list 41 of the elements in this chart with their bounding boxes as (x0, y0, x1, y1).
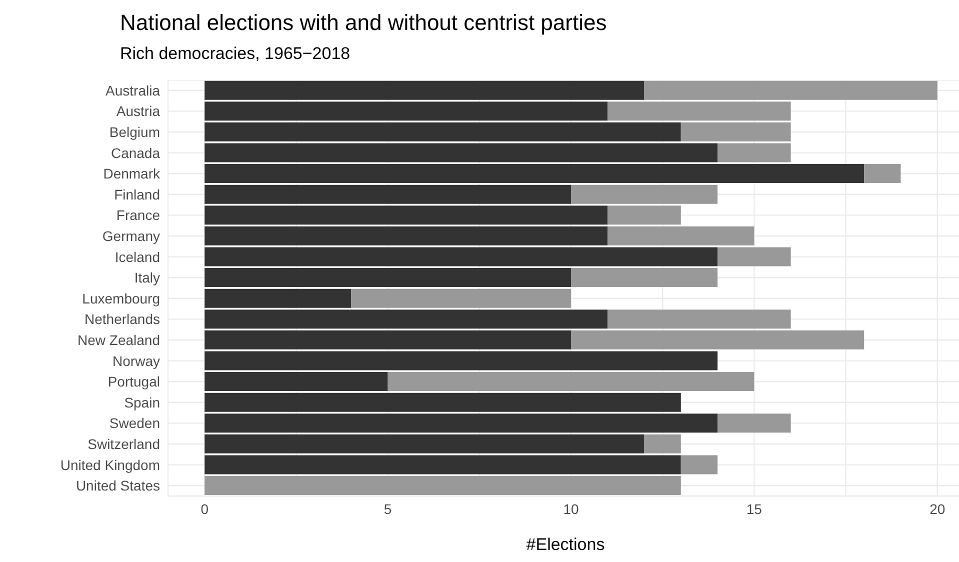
y-tick-label: Spain (124, 394, 160, 410)
y-tick-label: Portugal (108, 374, 160, 390)
x-axis-title: #Elections (526, 535, 605, 554)
y-tick-label: Luxembourg (82, 290, 160, 306)
y-tick-label: France (116, 207, 160, 224)
bar (204, 268, 571, 288)
bar (864, 164, 901, 184)
y-tick-label: Netherlands (84, 311, 160, 328)
bar (204, 164, 864, 184)
bar (570, 330, 864, 350)
y-tick-label: Iceland (114, 248, 160, 265)
bar (644, 434, 681, 454)
y-tick-label: Belgium (109, 124, 160, 140)
x-tick-label: 10 (563, 500, 579, 517)
y-tick-label: United Kingdom (60, 456, 160, 473)
y-tick-label: Canada (110, 144, 160, 161)
x-tick-label: 5 (384, 500, 392, 517)
chart-title: National elections with and without centrist parties (120, 10, 607, 36)
bar (570, 268, 718, 288)
x-tick-label: 20 (930, 500, 946, 517)
y-tick-label: Sweden (109, 415, 160, 432)
chart-subtitle: Rich democracies, 1965−2018 (120, 44, 350, 64)
x-tick-label: 0 (200, 500, 209, 517)
y-tick-label: New Zealand (78, 332, 160, 348)
bar (204, 476, 681, 496)
bar (718, 414, 791, 433)
bar (388, 372, 754, 392)
bar (608, 310, 791, 329)
y-tick-label: Germany (102, 228, 160, 244)
y-tick-label: Finland (114, 186, 160, 202)
bar (351, 288, 571, 308)
y-tick-label: Denmark (103, 166, 161, 182)
y-tick-label: Switzerland (88, 436, 160, 452)
y-tick-label: Austria (116, 103, 160, 120)
y-tick-label: United States (76, 478, 160, 494)
y-tick-label: Norway (112, 352, 160, 369)
bar (204, 372, 388, 392)
bar (680, 455, 718, 474)
y-tick-label: Australia (106, 82, 160, 98)
x-tick-label: 15 (746, 500, 762, 517)
y-tick-label: Italy (134, 270, 160, 286)
